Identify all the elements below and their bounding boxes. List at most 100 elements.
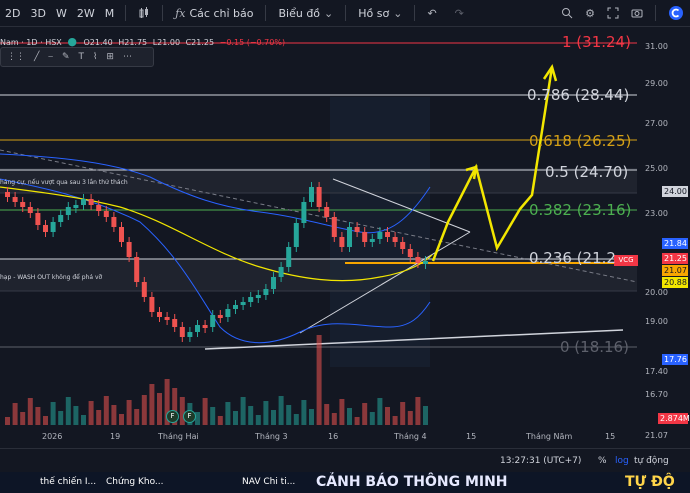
candles [5,182,428,342]
candle-body [58,215,64,222]
ticker-headline[interactable]: CẢNH BÁO THÔNG MINH [316,474,508,490]
fib-label-0: 0 (18.16) [560,338,629,356]
volume-bar [81,415,86,425]
volume-bar [415,397,421,425]
candle-body [5,192,10,197]
time-label: 16 [328,432,339,441]
chevron-down-icon: ⌄ [324,6,334,20]
interval-2w[interactable]: 2W [76,6,95,20]
candle-type-button[interactable] [132,7,156,19]
time-label: Tháng Năm [526,432,573,441]
volume-bar [5,417,10,425]
candle-body [157,312,162,317]
drawing-toolbar: ⋮⋮ ╱ ⎯ ✎ T ⌇ ⊞ ⋯ [0,47,154,67]
volume-bar [309,409,314,425]
more-icon[interactable]: ⋯ [122,52,132,62]
ticker-item[interactable]: thế chiến I... [40,477,97,487]
volume-bar [35,407,41,425]
snapshot-button[interactable] [625,7,649,19]
event-marker[interactable]: F [166,410,179,423]
ticker-headline[interactable]: TỰ ĐỘ [625,474,675,490]
charts-label: Biểu đồ [278,6,321,20]
pattern-icon[interactable]: ⌇ [92,52,98,62]
volume-bar [248,406,254,425]
charts-button[interactable]: Biểu đồ ⌄ [272,7,339,20]
profile-button[interactable]: Hồ sơ ⌄ [352,7,408,20]
interval-m[interactable]: M [104,6,115,20]
candle-body [20,202,26,207]
search-button[interactable] [555,7,579,19]
annotation-washout: hạp - WASH OUT không để phá vỡ [0,274,103,281]
event-marker[interactable]: F [183,410,196,423]
text-icon[interactable]: T [78,52,84,62]
candle-body [293,223,299,247]
hline-icon[interactable]: ⎯ [48,52,53,62]
indicators-button[interactable]: ƒx Các chỉ báo [169,7,259,20]
chart-area[interactable]: 1 (31.24) 0.786 (28.44) 0.618 (26.25) 0.… [0,27,690,446]
search-icon [562,8,573,19]
price-tag: 20.88 [662,277,688,288]
high-value: H21.75 [118,38,148,47]
undo-button[interactable]: ↶ [421,7,442,20]
symbol-tag-bg [614,255,638,266]
gear-icon: ⚙ [585,6,595,20]
candle-body [164,317,170,320]
function-icon: ƒx [175,6,186,20]
fullscreen-icon [607,7,619,19]
volume-bar [278,396,284,425]
interval-2d[interactable]: 2D [5,6,21,20]
volume-bar [354,417,360,425]
volume-bar [164,379,170,425]
brush-icon[interactable]: ✎ [61,52,70,62]
symbol-name[interactable]: Nam · 1D · HSX [0,38,62,47]
price-label: 27.00 [645,119,668,128]
clock-readout[interactable]: 13:27:31 (UTC+7) [500,456,582,466]
price-label: 21.07 [645,431,668,440]
volume-bar [362,403,368,425]
candle-body [111,217,117,227]
log-toggle[interactable]: log [615,456,629,466]
trendline-icon[interactable]: ╱ [34,52,40,62]
redo-button[interactable]: ↷ [449,7,470,20]
price-label: 16.70 [645,390,668,399]
brand-button[interactable] [662,5,690,21]
settings-button[interactable]: ⚙ [579,7,601,20]
price-tag: 24.00 [662,186,688,197]
volume-bar [149,384,155,425]
interval-w[interactable]: W [55,6,67,20]
fullscreen-button[interactable] [601,7,625,19]
ticker-item[interactable]: NAV Chi ti... [242,477,296,487]
volume-bar [73,406,79,425]
candle-body [354,227,360,232]
fib-label-0786: 0.786 (28.44) [527,86,630,104]
candle-body [43,225,48,232]
price-label: 19.00 [645,317,668,326]
fib-label-0382: 0.382 (23.16) [529,201,632,219]
ticker-item[interactable]: Chứng Kho... [106,477,164,487]
volume-bar [316,335,322,425]
volume-bar [255,415,261,425]
lower-band [0,178,431,344]
volume-bar [179,397,185,425]
candle-body [119,227,124,242]
price-label: 23.00 [645,209,668,218]
measure-icon[interactable]: ⊞ [106,52,114,62]
candle-body [248,297,254,302]
interval-3d[interactable]: 3D [30,6,46,20]
candle-body [385,232,390,237]
volume-bar [392,416,398,425]
volume-bar [119,414,124,425]
long-trend-line [204,329,624,350]
volume-bar [339,399,345,425]
percent-toggle[interactable]: % [598,456,607,466]
drag-handle-icon[interactable]: ⋮⋮ [7,52,25,62]
ohlc-legend: Nam · 1D · HSX ● O21.40 H21.75 L21.00 C2… [0,35,285,48]
candle-body [172,319,178,327]
volume-bar [88,401,94,425]
price-chart[interactable] [0,27,690,446]
auto-toggle[interactable]: tự động [634,456,669,466]
volume-bar [172,388,178,425]
candle-body [50,222,56,232]
profile-label: Hồ sơ [358,6,390,20]
candle-body [407,249,413,257]
